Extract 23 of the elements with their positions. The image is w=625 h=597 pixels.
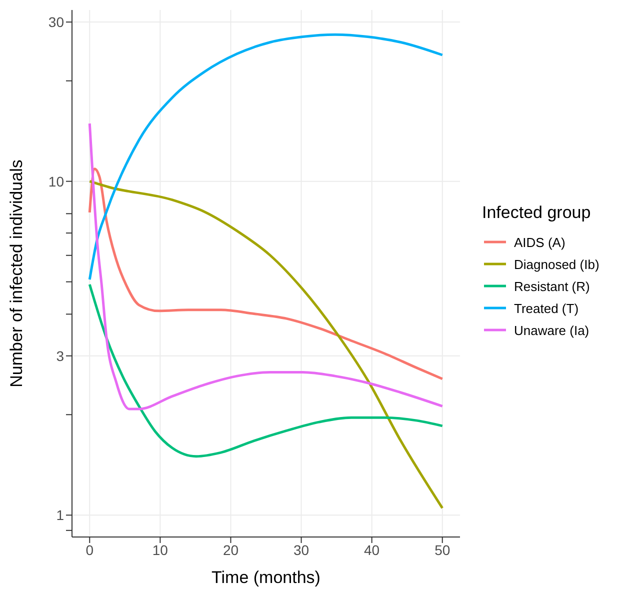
x-tick-label: 20 (222, 542, 239, 558)
y-tick-label: 10 (48, 173, 64, 190)
x-tick-label: 10 (152, 542, 168, 558)
line-series (88, 180, 444, 510)
x-axis-title: Time (months) (212, 568, 320, 587)
line-series (88, 168, 444, 380)
legend-label: AIDS (A) (514, 234, 566, 250)
line-series (88, 33, 444, 281)
legend-label: Diagnosed (Ib) (514, 256, 600, 272)
y-tick-label: 1 (56, 507, 64, 524)
legend-label: Unaware (Ia) (514, 322, 590, 338)
y-tick-label: 30 (48, 14, 64, 30)
y-tick-label: 3 (56, 348, 64, 364)
x-tick-label: 30 (293, 542, 310, 558)
line-series (88, 283, 444, 458)
y-axis-title: Number of infected individuals (7, 160, 26, 388)
x-tick-label: 0 (86, 542, 94, 558)
x-tick-label: 40 (364, 542, 380, 558)
legend-label: Treated (T) (514, 300, 579, 316)
legend-label: Resistant (R) (514, 278, 590, 294)
line-series (88, 122, 444, 410)
legend-title: Infected group (482, 203, 592, 223)
x-tick-label: 50 (434, 542, 450, 558)
